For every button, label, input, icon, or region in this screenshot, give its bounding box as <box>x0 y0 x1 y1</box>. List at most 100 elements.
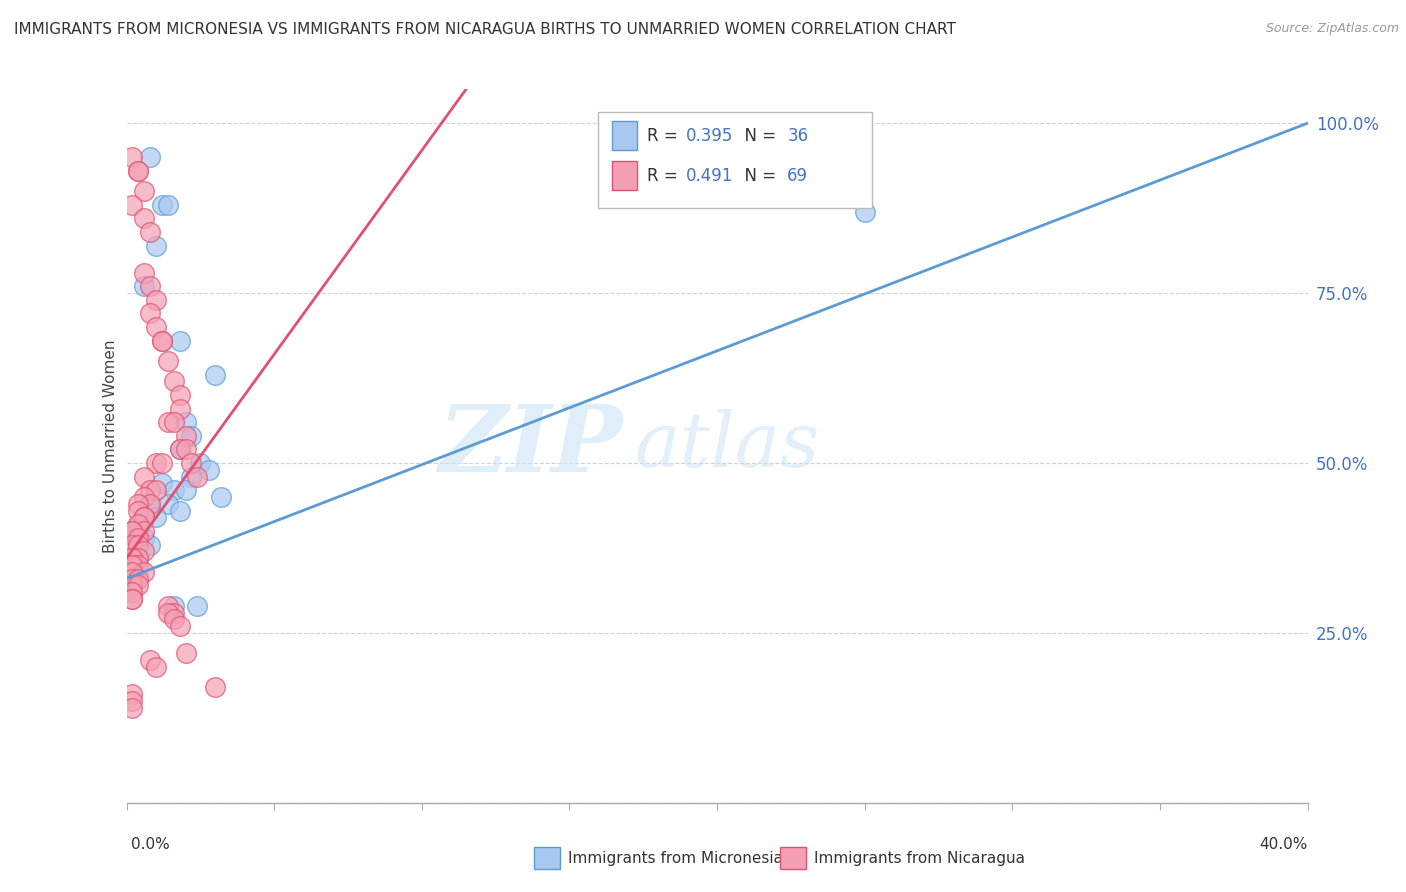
Point <box>169 503 191 517</box>
Point <box>121 585 143 599</box>
Point <box>134 211 156 226</box>
Point <box>174 483 197 498</box>
Point <box>121 687 143 701</box>
Point <box>150 476 173 491</box>
Point <box>145 293 167 307</box>
Point <box>127 578 149 592</box>
Point <box>124 558 146 572</box>
Point <box>134 510 156 524</box>
Point <box>156 354 179 368</box>
Text: Immigrants from Micronesia: Immigrants from Micronesia <box>568 851 783 865</box>
Text: 0.491: 0.491 <box>686 167 734 185</box>
Point <box>186 469 208 483</box>
Point <box>127 517 149 532</box>
Point <box>163 612 186 626</box>
Point <box>169 388 191 402</box>
Point <box>121 591 143 606</box>
Point <box>169 442 191 457</box>
Point <box>124 572 146 586</box>
Point <box>121 150 143 164</box>
Point <box>204 368 226 382</box>
Point <box>853 204 876 219</box>
Point <box>118 565 141 579</box>
Point <box>121 551 143 566</box>
Point <box>156 198 179 212</box>
Point <box>121 591 143 606</box>
Point <box>139 483 162 498</box>
Point <box>169 401 191 416</box>
Point <box>186 599 208 613</box>
Text: 36: 36 <box>787 127 808 145</box>
Point <box>121 578 143 592</box>
Point <box>121 544 143 558</box>
Point <box>156 606 179 620</box>
Point <box>169 442 191 457</box>
Point <box>134 531 156 545</box>
Point <box>139 150 162 164</box>
Point <box>174 429 197 443</box>
Point <box>134 510 156 524</box>
Point <box>139 279 162 293</box>
Point <box>121 524 143 538</box>
Point <box>127 163 149 178</box>
Point <box>150 334 173 348</box>
Y-axis label: Births to Unmarried Women: Births to Unmarried Women <box>103 339 118 553</box>
Point <box>209 490 232 504</box>
Point <box>134 524 156 538</box>
Point <box>150 198 173 212</box>
Point <box>156 599 179 613</box>
Text: N =: N = <box>734 167 782 185</box>
Point <box>139 225 162 239</box>
Point <box>121 565 143 579</box>
Point <box>163 599 186 613</box>
Point <box>180 429 202 443</box>
Point <box>139 497 162 511</box>
Point <box>134 469 156 483</box>
Point <box>163 375 186 389</box>
Point <box>163 415 186 429</box>
Point <box>145 320 167 334</box>
Point <box>127 558 149 572</box>
Text: atlas: atlas <box>634 409 820 483</box>
Point <box>139 537 162 551</box>
Point <box>127 517 149 532</box>
Point <box>174 442 197 457</box>
Point <box>121 558 143 572</box>
Point <box>145 483 167 498</box>
Point <box>127 537 149 551</box>
Point <box>174 646 197 660</box>
Text: 69: 69 <box>787 167 808 185</box>
Point <box>188 456 211 470</box>
Point <box>198 463 221 477</box>
Point <box>156 497 179 511</box>
Point <box>163 606 186 620</box>
Text: R =: R = <box>647 127 683 145</box>
Text: 0.395: 0.395 <box>686 127 734 145</box>
Point <box>169 334 191 348</box>
Text: R =: R = <box>647 167 683 185</box>
Point <box>145 510 167 524</box>
Point <box>127 572 149 586</box>
Point <box>134 266 156 280</box>
Text: ZIP: ZIP <box>439 401 623 491</box>
Text: Immigrants from Nicaragua: Immigrants from Nicaragua <box>814 851 1025 865</box>
Text: IMMIGRANTS FROM MICRONESIA VS IMMIGRANTS FROM NICARAGUA BIRTHS TO UNMARRIED WOME: IMMIGRANTS FROM MICRONESIA VS IMMIGRANTS… <box>14 22 956 37</box>
Point <box>127 551 149 566</box>
Text: 0.0%: 0.0% <box>131 837 170 852</box>
Point <box>180 469 202 483</box>
Point <box>121 694 143 708</box>
Point <box>134 510 156 524</box>
Point <box>169 619 191 633</box>
Point <box>121 572 143 586</box>
Point <box>150 456 173 470</box>
Point <box>121 524 143 538</box>
Point <box>127 503 149 517</box>
Point <box>127 531 149 545</box>
Point <box>145 456 167 470</box>
Point <box>139 306 162 320</box>
Point <box>174 415 197 429</box>
Point <box>134 279 156 293</box>
Point <box>127 163 149 178</box>
Text: N =: N = <box>734 127 782 145</box>
Point <box>134 184 156 198</box>
